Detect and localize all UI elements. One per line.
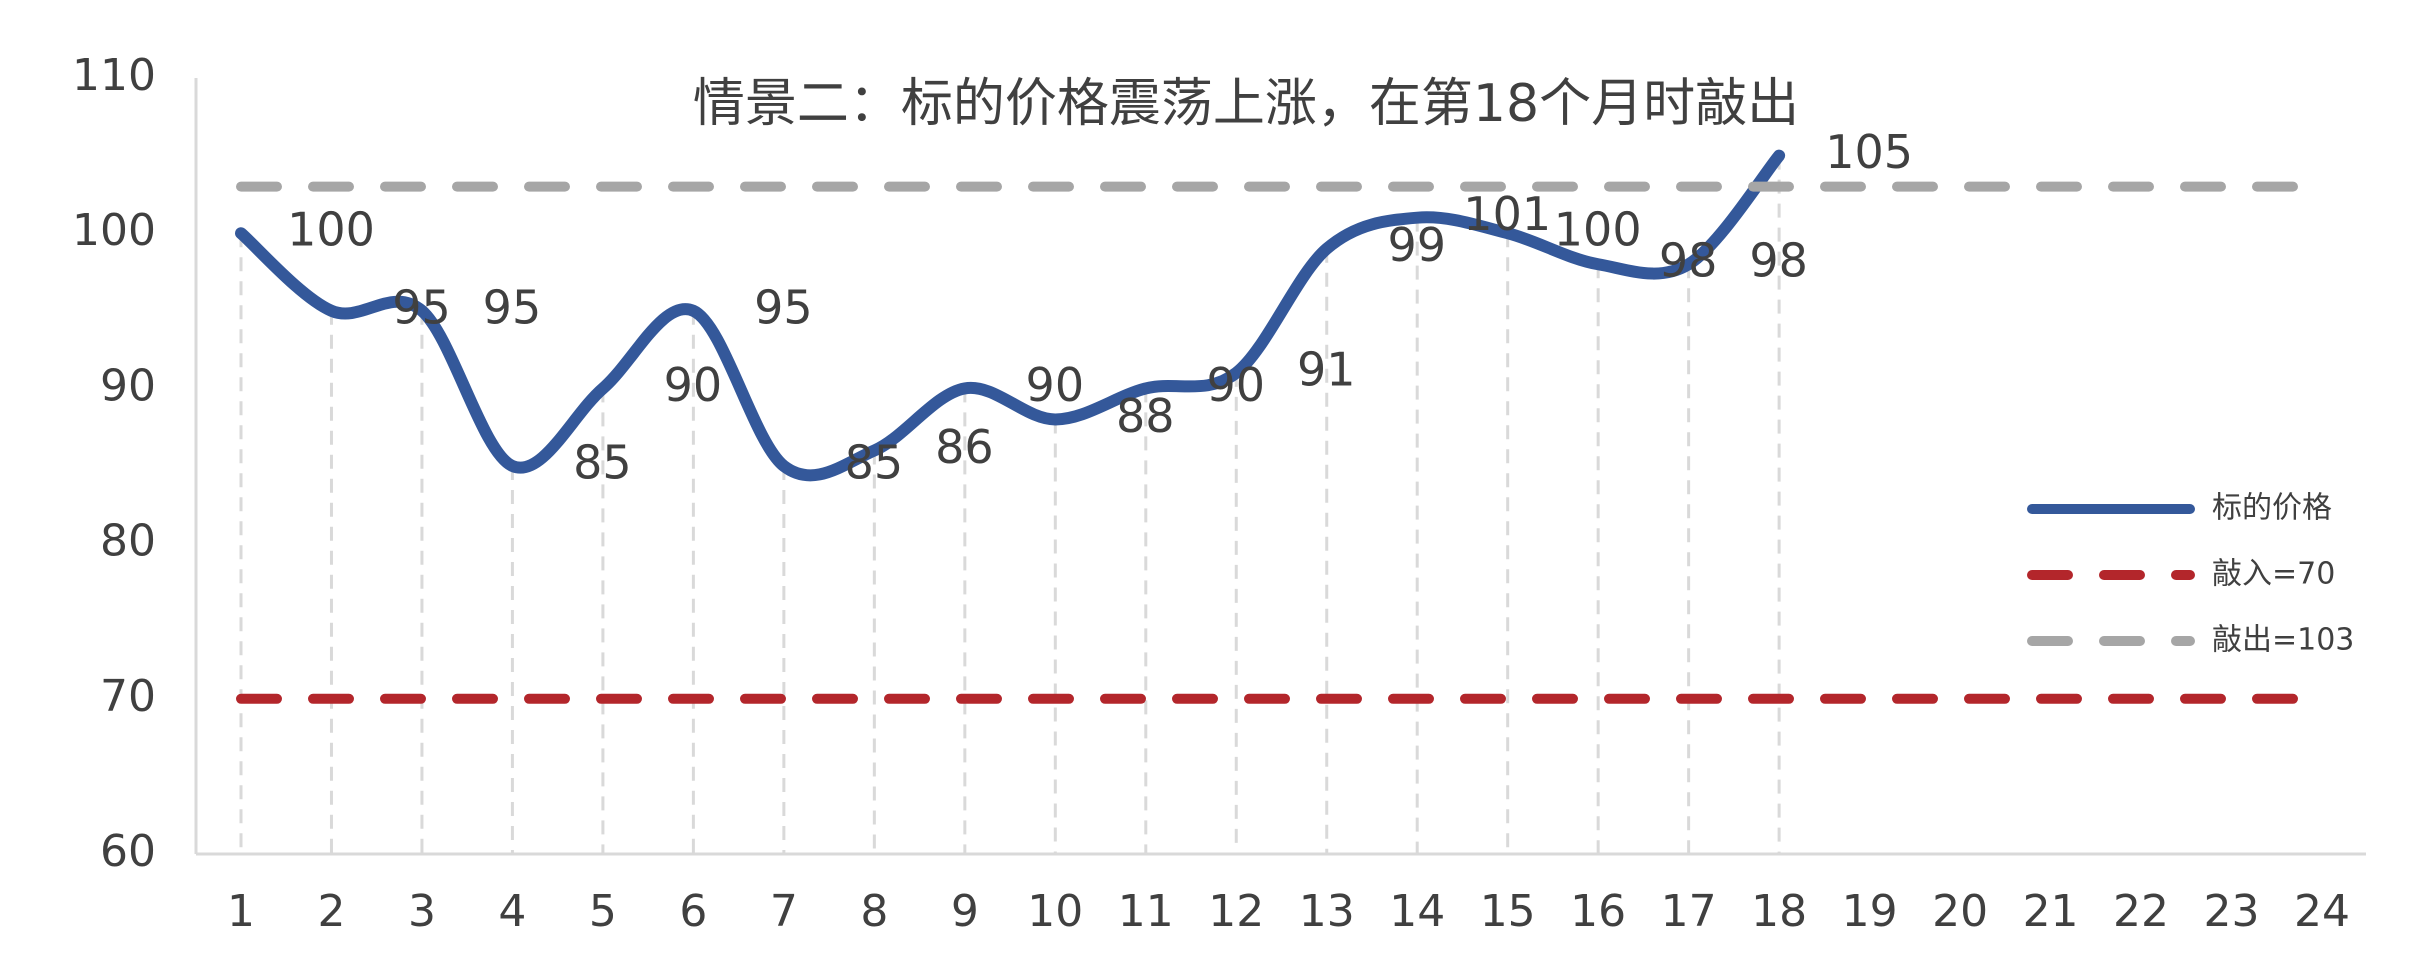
- legend-label: 敲入=70: [2212, 557, 2335, 592]
- data-label: 95: [392, 280, 451, 334]
- x-tick-label: 15: [1480, 886, 1536, 937]
- y-tick-label: 70: [100, 671, 156, 722]
- x-tick-label: 14: [1389, 886, 1445, 937]
- data-label: 90: [664, 358, 723, 412]
- data-label: 85: [573, 436, 632, 490]
- x-tick-label: 3: [408, 886, 436, 937]
- x-tick-label: 23: [2204, 886, 2260, 937]
- chart-title: 情景二：标的价格震荡上涨，在第18个月时敲出: [693, 74, 1799, 134]
- x-tick-label: 17: [1661, 886, 1717, 937]
- data-label: 86: [935, 420, 994, 474]
- y-tick-label: 60: [100, 826, 156, 877]
- y-tick-label: 110: [72, 50, 156, 101]
- data-label: 105: [1825, 125, 1913, 179]
- x-tick-label: 2: [317, 886, 345, 937]
- x-tick-label: 24: [2294, 886, 2350, 937]
- data-label: 100: [1554, 203, 1642, 257]
- data-label: 98: [1659, 234, 1718, 288]
- x-tick-label: 18: [1751, 886, 1807, 937]
- x-tick-label: 22: [2113, 886, 2169, 937]
- x-tick-label: 1: [227, 886, 255, 937]
- y-tick-label: 100: [72, 205, 156, 256]
- x-tick-label: 4: [498, 886, 526, 937]
- data-label: 85: [845, 436, 904, 490]
- x-tick-label: 19: [1842, 886, 1898, 937]
- legend-label: 标的价格: [2212, 491, 2332, 526]
- x-tick-label: 12: [1208, 886, 1264, 937]
- x-tick-label: 20: [1932, 886, 1988, 937]
- series-line: [235, 149, 1786, 482]
- x-tick-label: 5: [589, 886, 617, 937]
- x-tick-label: 6: [679, 886, 707, 937]
- y-tick-label: 90: [100, 360, 156, 411]
- data-label: 99: [1387, 218, 1446, 272]
- data-label: 101: [1463, 187, 1551, 241]
- data-label: 90: [1026, 358, 1085, 412]
- x-tick-label: 7: [770, 886, 798, 937]
- x-tick-label: 9: [951, 886, 979, 937]
- data-label: 88: [1116, 389, 1175, 443]
- x-tick-label: 8: [860, 886, 888, 937]
- legend-label: 敲出=103: [2212, 623, 2354, 658]
- x-tick-label: 16: [1570, 886, 1626, 937]
- x-tick-label: 11: [1118, 886, 1174, 937]
- x-tick-label: 21: [2023, 886, 2079, 937]
- y-tick-label: 80: [100, 516, 156, 567]
- x-tick-label: 10: [1027, 886, 1083, 937]
- data-label: 95: [483, 280, 542, 334]
- x-tick-label: 13: [1299, 886, 1355, 937]
- data-label: 98: [1749, 234, 1808, 288]
- data-label: 90: [1207, 358, 1266, 412]
- data-label: 91: [1297, 342, 1356, 396]
- data-label: 95: [754, 280, 813, 334]
- data-label: 100: [287, 203, 375, 257]
